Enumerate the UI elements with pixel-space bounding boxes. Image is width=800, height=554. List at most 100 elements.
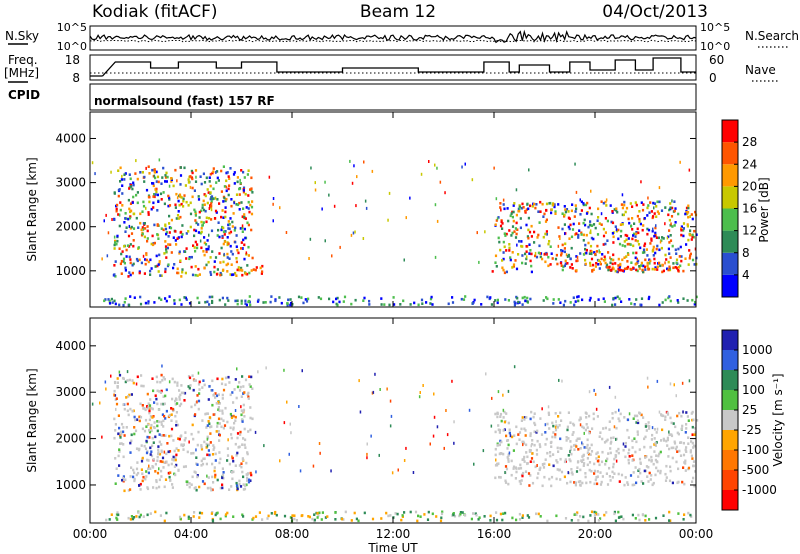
echo-cell [525,416,528,419]
echo-cell [514,477,517,480]
echo-cell [521,254,524,257]
echo-cell [654,473,657,477]
echo-cell [554,435,557,439]
echo-cell [154,462,157,466]
echo-cell [525,451,528,454]
echo-cell [633,222,636,225]
echo-cell [115,207,118,211]
echo-cell [226,252,229,256]
echo-cell [623,240,626,243]
echo-cell [265,366,267,370]
echo-cell [224,383,227,386]
echo-cell [147,165,150,168]
cpid-text: normalsound (fast) 157 RF [94,94,275,108]
echo-cell [198,392,201,395]
echo-cell [128,173,131,176]
echo-cell [202,172,205,176]
echo-cell [168,295,171,298]
echo-cell [397,468,399,472]
echo-cell [132,181,135,185]
echo-cell [557,415,560,418]
echo-cell [167,235,170,238]
echo-cell [182,197,185,201]
echo-cell [601,450,604,454]
echo-cell [400,518,403,522]
echo-cell [623,200,626,204]
velocity-colorbar-tick: -500 [742,463,769,477]
echo-cell [684,431,687,434]
echo-cell [528,252,531,255]
echo-cell [247,430,250,433]
echo-cell [611,412,614,415]
echo-cell [421,302,424,305]
echo-cell [363,160,365,164]
echo-cell [439,519,443,523]
echo-cell [146,405,149,408]
echo-cell [124,217,127,220]
echo-cell [540,433,544,436]
echo-cell [529,417,532,421]
echo-cell [643,217,646,220]
echo-cell [561,379,563,383]
echo-cell [273,512,276,515]
echo-cell [116,381,119,384]
power-scatter [91,158,698,307]
echo-cell [213,413,216,416]
echo-cell [430,295,433,299]
echo-cell [130,209,133,213]
echo-cell [694,247,697,251]
echo-cell [584,223,587,227]
echo-cell [213,469,216,473]
echo-cell [127,413,130,417]
echo-cell [314,181,316,185]
echo-cell [174,473,177,477]
echo-cell [143,235,146,239]
echo-cell [566,428,569,432]
echo-cell [648,518,651,521]
echo-cell [216,425,219,428]
echo-cell [578,418,581,422]
echo-cell [206,188,209,191]
echo-cell [164,270,167,274]
echo-cell [660,246,663,250]
echo-cell [196,246,199,250]
echo-cell [494,447,497,451]
echo-cell [689,215,691,218]
echo-cell [143,180,146,183]
echo-cell [534,206,537,210]
echo-cell [615,437,617,441]
echo-cell [637,243,641,246]
echo-cell [668,265,671,269]
echo-cell [648,211,651,214]
echo-cell [588,431,591,435]
echo-cell [231,391,234,394]
echo-cell [652,481,655,485]
echo-cell [155,480,158,484]
echo-cell [183,438,186,442]
echo-cell [578,229,581,232]
echo-cell [118,188,121,191]
echo-cell [582,233,585,237]
echo-cell [618,297,621,301]
echo-cell [233,201,235,205]
echo-cell [473,298,476,302]
echo-cell [197,223,200,226]
echo-cell [561,227,564,231]
echo-cell [549,263,552,266]
echo-cell [546,451,549,455]
echo-cell [168,198,171,201]
echo-cell [242,238,245,242]
nsearch-tick-top: 10^5 [700,21,730,34]
echo-cell [160,389,163,393]
echo-cell [567,210,570,213]
echo-cell [575,439,578,442]
echo-cell [196,296,199,300]
echo-cell [217,417,221,421]
echo-cell [636,257,638,261]
echo-cell [185,298,188,301]
echo-cell [222,268,225,272]
echo-cell [573,444,576,447]
nsearch-label: N.Search [745,29,799,43]
echo-cell [314,188,317,192]
